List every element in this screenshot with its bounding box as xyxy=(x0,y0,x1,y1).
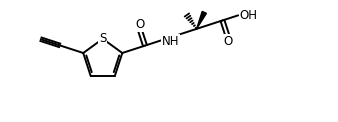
Text: OH: OH xyxy=(240,9,258,22)
Text: O: O xyxy=(223,35,233,48)
Polygon shape xyxy=(197,11,207,29)
Text: NH: NH xyxy=(162,35,179,48)
Text: S: S xyxy=(99,32,106,45)
Text: O: O xyxy=(135,18,144,31)
